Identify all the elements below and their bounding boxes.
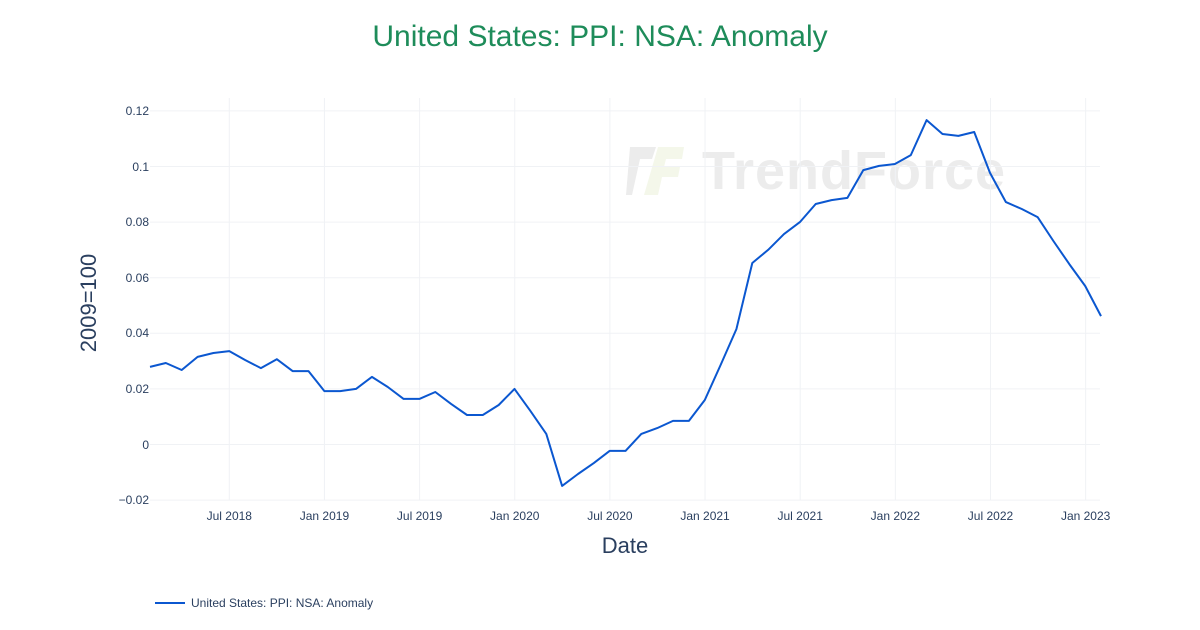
legend[interactable]: United States: PPI: NSA: Anomaly [155, 596, 373, 610]
x-tick-label: Jul 2021 [777, 509, 823, 523]
y-tick-label: 0.1 [132, 159, 149, 174]
y-tick-label: 0.06 [125, 270, 149, 285]
x-tick-label: Jan 2019 [299, 509, 350, 523]
x-tick-label: Jan 2021 [680, 509, 730, 523]
x-tick-label: Jul 2020 [587, 509, 633, 523]
y-tick-label: −0.02 [118, 493, 149, 508]
x-tick-label: Jan 2020 [490, 509, 540, 523]
x-tick-label: Jan 2023 [1060, 509, 1111, 523]
x-tick-label: Jul 2018 [206, 509, 252, 523]
y-tick-label: 0.08 [125, 215, 149, 230]
x-tick-label: Jul 2019 [396, 509, 443, 523]
chart-title: United States: PPI: NSA: Anomaly [372, 20, 828, 53]
x-axis-label: Date [601, 533, 649, 558]
y-tick-label: 0.02 [125, 381, 149, 396]
legend-item-label: United States: PPI: NSA: Anomaly [191, 596, 374, 610]
y-tick-label: 0.04 [125, 326, 149, 341]
x-tick-label: Jul 2022 [967, 509, 1014, 523]
trendforce-logo-icon [626, 145, 684, 197]
y-tick-label: 0 [142, 437, 149, 452]
series-line[interactable] [149, 119, 1102, 487]
legend-line-swatch-icon [155, 602, 185, 604]
y-tick-label: 0.12 [125, 103, 149, 118]
y-axis-label: 2009=100 [76, 253, 101, 353]
x-tick-label: Jan 2022 [870, 509, 921, 523]
